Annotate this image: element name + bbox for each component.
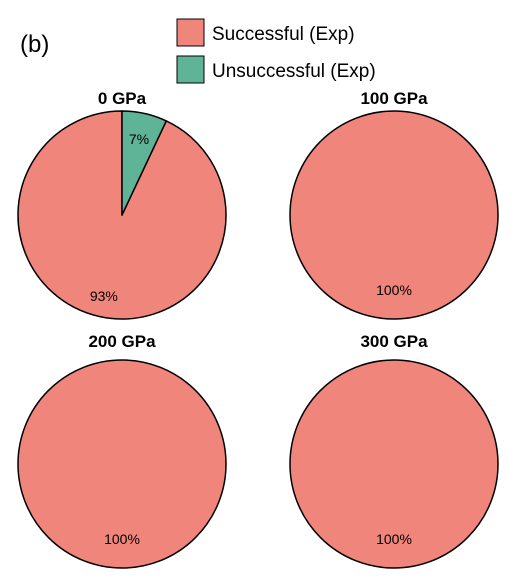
legend-swatch-successful (176, 18, 205, 47)
pie-title: 0 GPa (98, 89, 147, 108)
pie-percent-label: 7% (129, 131, 149, 147)
pie-percent-label: 100% (104, 531, 140, 547)
pie-chart: 100 GPa 100% (289, 89, 499, 320)
panel-label: (b) (20, 31, 49, 58)
pie-title: 100 GPa (360, 89, 428, 108)
pie-slice (289, 110, 499, 320)
pie-percent-label: 100% (376, 531, 412, 547)
legend-swatch-unsuccessful (176, 55, 205, 84)
pie-slice (17, 359, 227, 569)
pie-percent-label: 93% (90, 288, 118, 304)
pie-slice (121, 110, 168, 216)
pie-title: 300 GPa (360, 332, 428, 351)
legend-label-successful: Successful (Exp) (212, 24, 355, 45)
pie-chart: 200 GPa 100% (17, 332, 227, 569)
legend: Successful (Exp) Unsuccessful (Exp) (176, 18, 376, 84)
pie-chart: 0 GPa 93% 7% (17, 89, 227, 320)
pie-title: 200 GPa (88, 332, 156, 351)
pie-chart: 300 GPa 100% (289, 332, 499, 569)
pie-slice (289, 359, 499, 569)
pie-percent-label: 100% (376, 282, 412, 298)
pie-charts: 0 GPa 93% 7% 100 GPa 100% 200 GPa 100% 300 GPa 1… (17, 89, 499, 569)
legend-label-unsuccessful: Unsuccessful (Exp) (212, 61, 376, 82)
